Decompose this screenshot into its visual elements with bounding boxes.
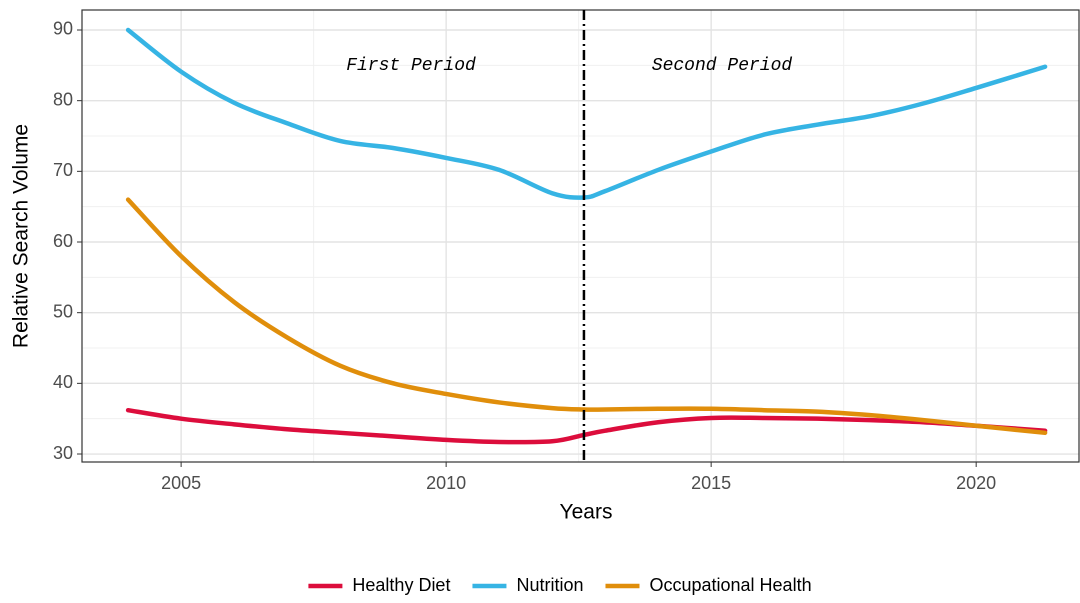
x-axis-title: Years [560, 501, 613, 524]
annotation: Second Period [652, 56, 793, 76]
annotation: First Period [346, 56, 476, 76]
x-tick-label: 2020 [956, 473, 996, 493]
y-tick-label: 40 [53, 372, 73, 392]
y-tick-label: 50 [53, 301, 73, 321]
legend-label: Occupational Health [649, 575, 811, 595]
legend-label: Healthy Diet [352, 575, 450, 595]
x-tick-label: 2005 [161, 473, 201, 493]
legend-label: Nutrition [516, 575, 583, 595]
y-tick-label: 70 [53, 160, 73, 180]
panel-border [81, 9, 1080, 463]
y-axis-title: Relative Search Volume [10, 124, 33, 348]
series-line [125, 27, 1048, 200]
y-tick-label: 80 [53, 89, 73, 109]
y-tick-label: 30 [53, 443, 73, 463]
legend: Healthy Diet Nutrition Occupational Health [308, 575, 812, 595]
x-tick-label: 2010 [426, 473, 466, 493]
y-tick-label: 90 [53, 19, 73, 39]
series-line [125, 197, 1048, 436]
series-line [125, 407, 1048, 445]
x-tick-label: 2015 [691, 473, 731, 493]
y-tick-label: 60 [53, 231, 73, 251]
